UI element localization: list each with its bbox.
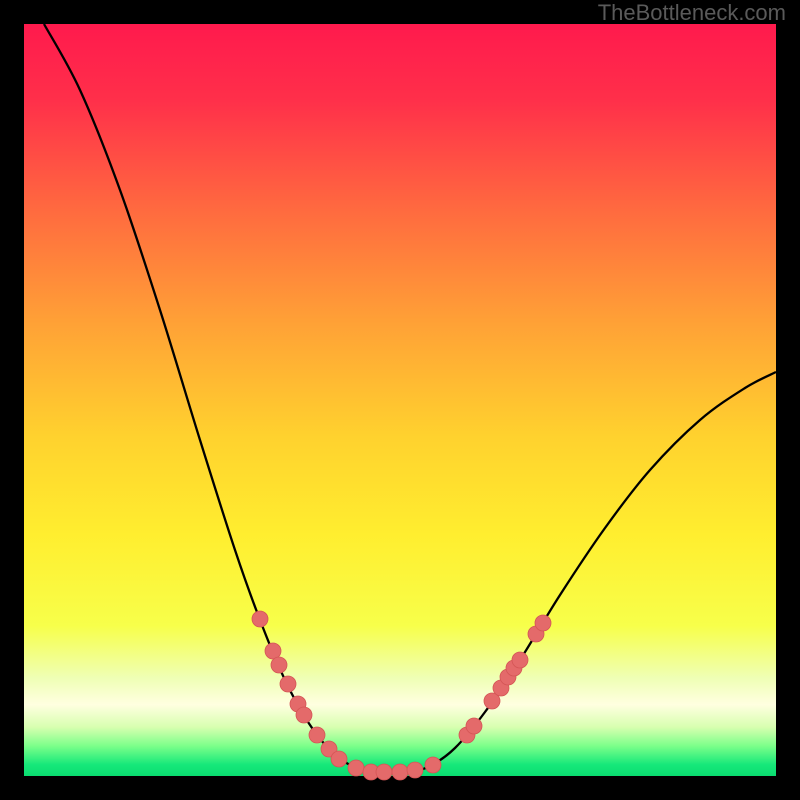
data-marker [280, 676, 296, 692]
data-marker [512, 652, 528, 668]
chart-container: TheBottleneck.com [0, 0, 800, 800]
data-marker [392, 764, 408, 780]
data-marker [309, 727, 325, 743]
chart-svg [0, 0, 800, 800]
data-marker [331, 751, 347, 767]
watermark-text: TheBottleneck.com [598, 0, 786, 26]
data-marker [348, 760, 364, 776]
data-marker [265, 643, 281, 659]
data-marker [466, 718, 482, 734]
data-marker [425, 757, 441, 773]
data-marker [296, 707, 312, 723]
data-marker [407, 762, 423, 778]
data-marker [271, 657, 287, 673]
plot-background [24, 24, 776, 776]
data-marker [535, 615, 551, 631]
data-marker [376, 764, 392, 780]
data-marker [252, 611, 268, 627]
